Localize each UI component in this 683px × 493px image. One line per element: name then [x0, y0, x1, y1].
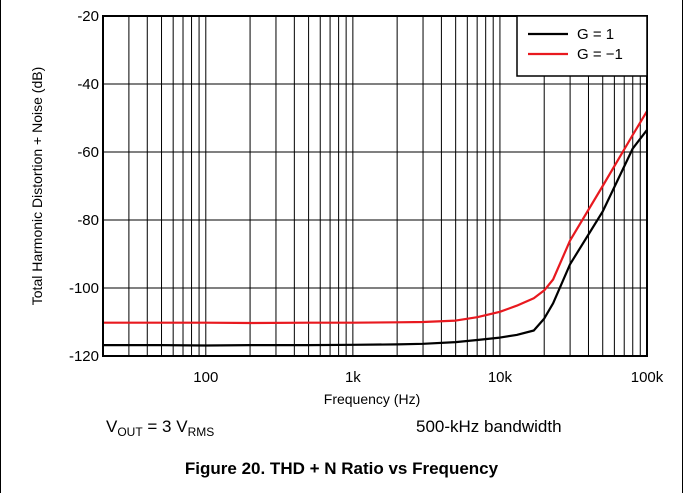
- x-axis-label: Frequency (Hz): [324, 391, 420, 407]
- figure-caption: Figure 20. THD + N Ratio vs Frequency: [184, 459, 499, 478]
- vout-prefix: V: [106, 417, 118, 436]
- x-tick-label: 100k: [631, 369, 664, 386]
- y-tick-label: -40: [77, 76, 99, 93]
- vout-unit-subscript: RMS: [187, 425, 215, 439]
- plot-area-border: [102, 15, 648, 357]
- y-tick-label: -20: [77, 8, 99, 25]
- y-tick-label: -100: [69, 280, 99, 297]
- legend-box: [516, 15, 648, 77]
- series-line-1: [103, 129, 648, 347]
- x-tick-label: 100: [193, 369, 218, 386]
- x-tick-label: 1k: [345, 369, 361, 386]
- x-tick-label: 10k: [488, 369, 513, 386]
- vout-value: = 3 V: [142, 417, 188, 436]
- legend-label-2: G = −1: [577, 46, 623, 63]
- output-voltage-note: VOUT = 3 VRMS: [106, 417, 214, 439]
- thd-n-chart: 100 1k 10k 100k -20 -40 -60 -80 -100 -120 Total H…: [29, 8, 664, 407]
- y-axis-label: Total Harmonic Distortion + Noise (dB): [29, 67, 45, 305]
- y-tick-label: -60: [77, 144, 99, 161]
- series-line-2: [103, 110, 648, 325]
- legend-label-1: G = 1: [577, 26, 614, 43]
- y-tick-label: -80: [77, 212, 99, 229]
- y-tick-label: -120: [69, 348, 99, 365]
- bandwidth-note: 500-kHz bandwidth: [416, 417, 562, 436]
- legend: G = 1 G = −1: [516, 15, 648, 77]
- vout-subscript: OUT: [117, 425, 143, 439]
